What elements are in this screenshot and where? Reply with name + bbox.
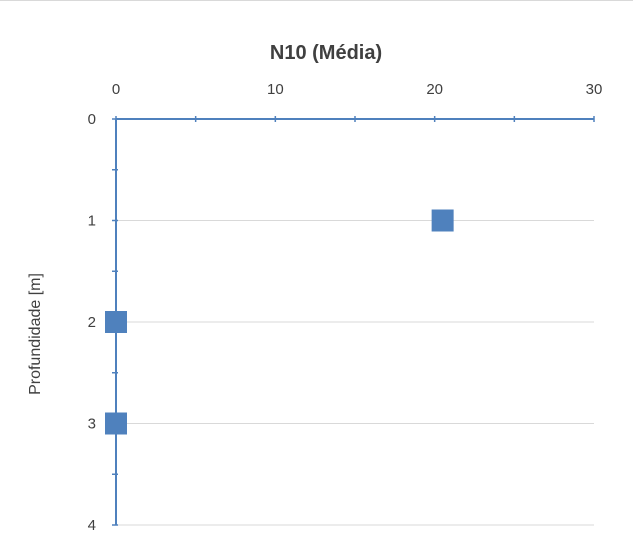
y-tick-label-4: 4 bbox=[88, 517, 96, 534]
data-point-2 bbox=[105, 412, 127, 435]
x-tick-label-30: 30 bbox=[586, 81, 603, 98]
y-axis-label: Profundidade [m] bbox=[27, 273, 44, 395]
chart-title: N10 (Média) bbox=[270, 42, 382, 64]
data-point-1 bbox=[105, 311, 127, 333]
axes bbox=[112, 116, 595, 526]
x-tick-label-10: 10 bbox=[267, 81, 284, 98]
grid-lines bbox=[116, 220, 594, 526]
y-tick-label-1: 1 bbox=[88, 213, 96, 230]
x-tick-label-20: 20 bbox=[426, 81, 443, 98]
data-point-0 bbox=[431, 209, 454, 232]
y-tick-label-3: 3 bbox=[88, 416, 96, 433]
data-markers bbox=[105, 209, 454, 435]
y-tick-label-2: 2 bbox=[88, 314, 96, 331]
x-tick-label-0: 0 bbox=[112, 81, 120, 98]
tick-labels: 0 10 20 30 0 1 2 3 4 bbox=[88, 81, 603, 534]
y-tick-label-0: 0 bbox=[88, 111, 96, 128]
